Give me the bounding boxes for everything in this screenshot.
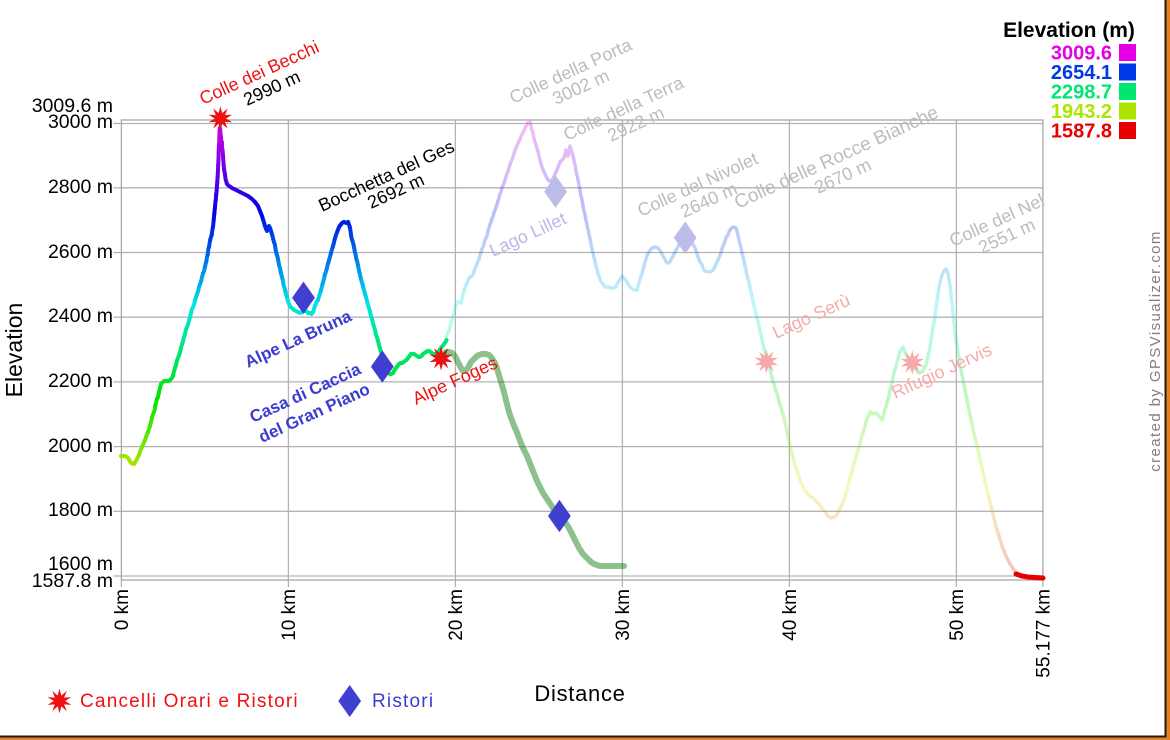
svg-text:Elevation (m): Elevation (m): [1003, 19, 1135, 42]
svg-text:3000 m: 3000 m: [48, 111, 113, 133]
svg-text:Elevation: Elevation: [1, 303, 27, 398]
svg-text:2800 m: 2800 m: [48, 176, 113, 198]
svg-text:2000 m: 2000 m: [48, 435, 113, 457]
svg-text:30 km: 30 km: [613, 589, 634, 641]
svg-text:20 km: 20 km: [446, 589, 467, 641]
svg-text:created by GPSVisualizer.com: created by GPSVisualizer.com: [1147, 230, 1164, 472]
svg-text:1943.2: 1943.2: [1051, 101, 1112, 123]
svg-text:3009.6: 3009.6: [1051, 43, 1112, 65]
svg-text:2600 m: 2600 m: [48, 241, 113, 263]
svg-text:3009.6 m: 3009.6 m: [32, 95, 113, 117]
svg-text:2298.7: 2298.7: [1051, 82, 1112, 104]
svg-text:10 km: 10 km: [279, 589, 300, 641]
svg-text:Distance: Distance: [534, 681, 625, 706]
svg-text:2654.1: 2654.1: [1051, 62, 1112, 84]
svg-text:55.177 km: 55.177 km: [1033, 589, 1054, 678]
svg-text:2200 m: 2200 m: [48, 370, 113, 392]
svg-text:1587.8 m: 1587.8 m: [32, 570, 113, 592]
svg-text:1800 m: 1800 m: [48, 499, 113, 521]
svg-text:1587.8: 1587.8: [1051, 121, 1112, 143]
svg-text:1600 m: 1600 m: [48, 553, 113, 575]
svg-text:0 km: 0 km: [112, 589, 133, 630]
svg-text:40 km: 40 km: [780, 589, 801, 641]
svg-text:Cancelli Orari e Ristori: Cancelli Orari e Ristori: [80, 691, 299, 712]
svg-text:2400 m: 2400 m: [48, 305, 113, 327]
svg-text:Ristori: Ristori: [372, 691, 434, 712]
svg-text:50 km: 50 km: [947, 589, 968, 641]
